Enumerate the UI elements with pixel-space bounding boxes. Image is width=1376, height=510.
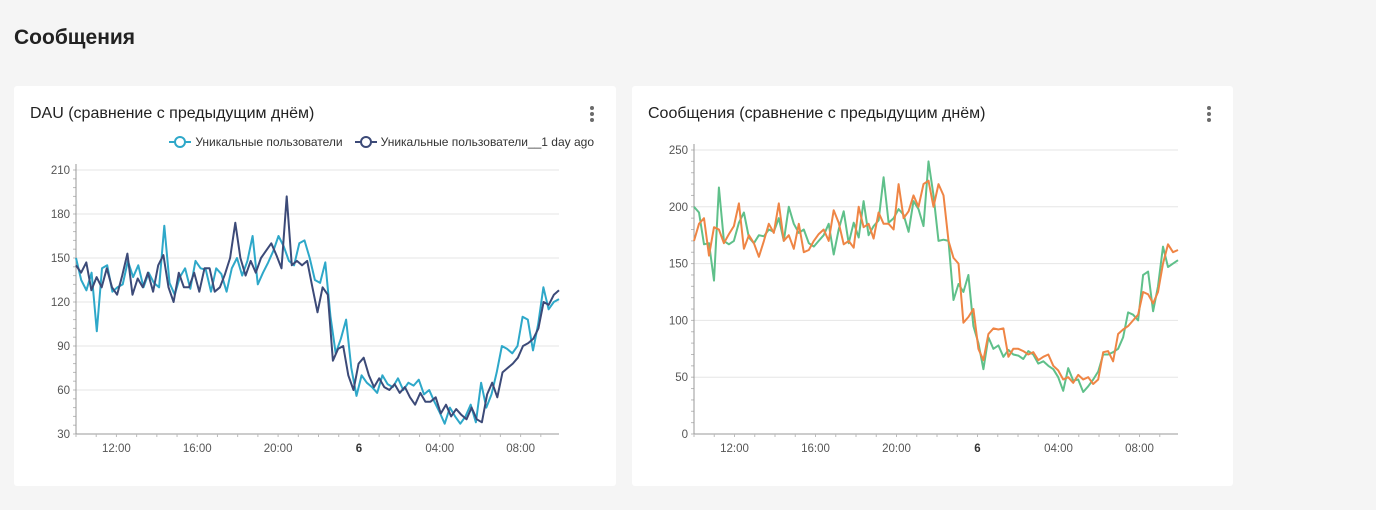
series-line-1 (75, 195, 560, 424)
y-tick-label: 250 (669, 145, 688, 157)
x-tick-label: 04:00 (1044, 443, 1073, 455)
y-tick-label: 30 (57, 429, 70, 441)
legend-item-series-0[interactable]: Уникальные пользователи (169, 135, 343, 149)
y-tick-label: 210 (51, 165, 70, 177)
x-tick-label: 6 (356, 443, 362, 455)
chart-card-messages: Сообщения (сравнение с предыдущим днём) … (632, 86, 1233, 486)
messages-line-chart: 0 50 100 150 200 250 12:00 16:00 20:00 6 04:00 08:0… (669, 144, 1179, 455)
series-line-1 (693, 179, 1179, 385)
x-tick-label: 12:00 (102, 443, 131, 455)
more-menu-icon[interactable] (1202, 104, 1216, 124)
section-title: Сообщения (14, 26, 136, 49)
x-tick-label: 08:00 (506, 443, 535, 455)
dau-line-chart: 30 60 90 120 150 180 210 12:00 16:00 20:00 6 04:00 0… (51, 164, 560, 455)
y-tick-label: 180 (51, 209, 70, 221)
x-tick-label: 20:00 (264, 443, 293, 455)
legend-label: Уникальные пользователи__1 day ago (380, 135, 594, 149)
x-tick-label: 16:00 (801, 443, 830, 455)
x-tick-label: 16:00 (183, 443, 212, 455)
y-tick-label: 100 (669, 315, 688, 327)
series-line-0 (75, 224, 560, 425)
x-tick-label: 04:00 (425, 443, 454, 455)
y-tick-label: 0 (682, 429, 688, 441)
chart-card-dau: DAU (сравнение с предыдущим днём) Уникал… (14, 86, 616, 486)
y-tick-label: 90 (57, 341, 70, 353)
y-tick-label: 60 (57, 385, 70, 397)
x-tick-label: 12:00 (720, 443, 749, 455)
legend-marker-icon (354, 136, 377, 148)
y-tick-label: 150 (669, 259, 688, 271)
x-tick-label: 08:00 (1125, 443, 1154, 455)
y-tick-label: 50 (675, 372, 688, 384)
y-tick-label: 150 (51, 253, 70, 265)
legend-label: Уникальные пользователи (195, 135, 343, 149)
legend-item-series-1[interactable]: Уникальные пользователи__1 day ago (354, 135, 594, 149)
more-menu-icon[interactable] (585, 104, 599, 124)
x-tick-label: 6 (974, 443, 980, 455)
x-tick-label: 20:00 (882, 443, 911, 455)
y-tick-label: 200 (669, 202, 688, 214)
card-title: Сообщения (сравнение с предыдущим днём) (648, 105, 986, 122)
y-tick-label: 120 (51, 297, 70, 309)
chart-legend: Уникальные пользователи Уникальные польз… (169, 135, 594, 149)
legend-marker-icon (169, 136, 192, 148)
card-title: DAU (сравнение с предыдущим днём) (30, 105, 315, 122)
